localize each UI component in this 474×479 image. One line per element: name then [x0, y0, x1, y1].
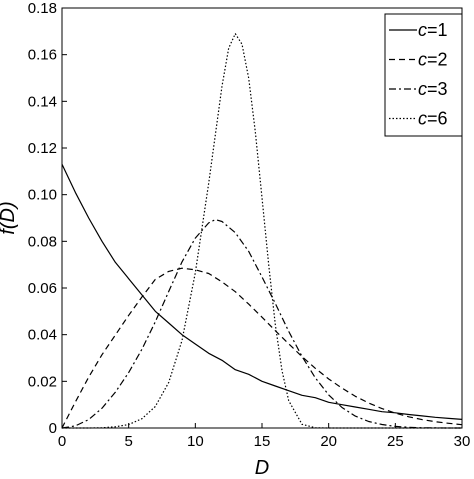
legend: c=1c=2c=3c=6	[384, 13, 463, 137]
y-tick-label: 0.14	[28, 93, 57, 110]
legend-label-2: c=2	[418, 50, 448, 70]
legend-value: =3	[427, 79, 448, 99]
legend-variable: c	[418, 20, 427, 40]
series-lines	[61, 33, 463, 429]
legend-value: =6	[427, 109, 448, 129]
series-line-3	[61, 219, 462, 429]
series-line-4	[62, 33, 462, 429]
y-tick-label: 0.02	[28, 373, 57, 390]
legend-variable: c	[418, 50, 427, 70]
legend-box	[384, 13, 463, 137]
series-line-1	[61, 164, 463, 420]
x-tick-label: 5	[124, 433, 132, 450]
legend-value: =2	[427, 50, 448, 70]
y-tick-label: 0.12	[28, 140, 57, 157]
legend-variable: c	[418, 79, 427, 99]
y-tick-label: 0.10	[28, 187, 57, 204]
legend-label-3: c=3	[418, 79, 448, 99]
legend-value: =1	[427, 20, 448, 40]
y-tick-label: 0.04	[28, 327, 57, 344]
y-tick-label: 0.16	[28, 47, 57, 64]
y-axis-label: f(D)	[0, 201, 19, 234]
x-axis-label: D	[255, 457, 269, 479]
legend-variable: c	[418, 109, 427, 129]
y-tick-label: 0.18	[28, 0, 57, 17]
x-tick-label: 10	[187, 433, 204, 450]
x-tick-label: 0	[58, 433, 66, 450]
x-tick-label: 25	[387, 433, 404, 450]
y-tick-label: 0.06	[28, 280, 57, 297]
y-tick-label: 0.08	[28, 233, 57, 250]
y-tick-label: 0	[49, 420, 57, 437]
x-tick-label: 15	[254, 433, 271, 450]
x-tick-label: 20	[320, 433, 337, 450]
x-axis-ticks: 0 5 10 15 20 25 30	[58, 423, 471, 450]
legend-label-4: c=6	[418, 109, 448, 129]
y-axis-ticks: 0 0.02 0.04 0.06 0.08 0.10 0.12 0.14 0.16 0.18	[28, 0, 67, 437]
legend-label-1: c=1	[418, 20, 448, 40]
series-line-2	[61, 267, 463, 429]
x-tick-label: 30	[454, 433, 471, 450]
